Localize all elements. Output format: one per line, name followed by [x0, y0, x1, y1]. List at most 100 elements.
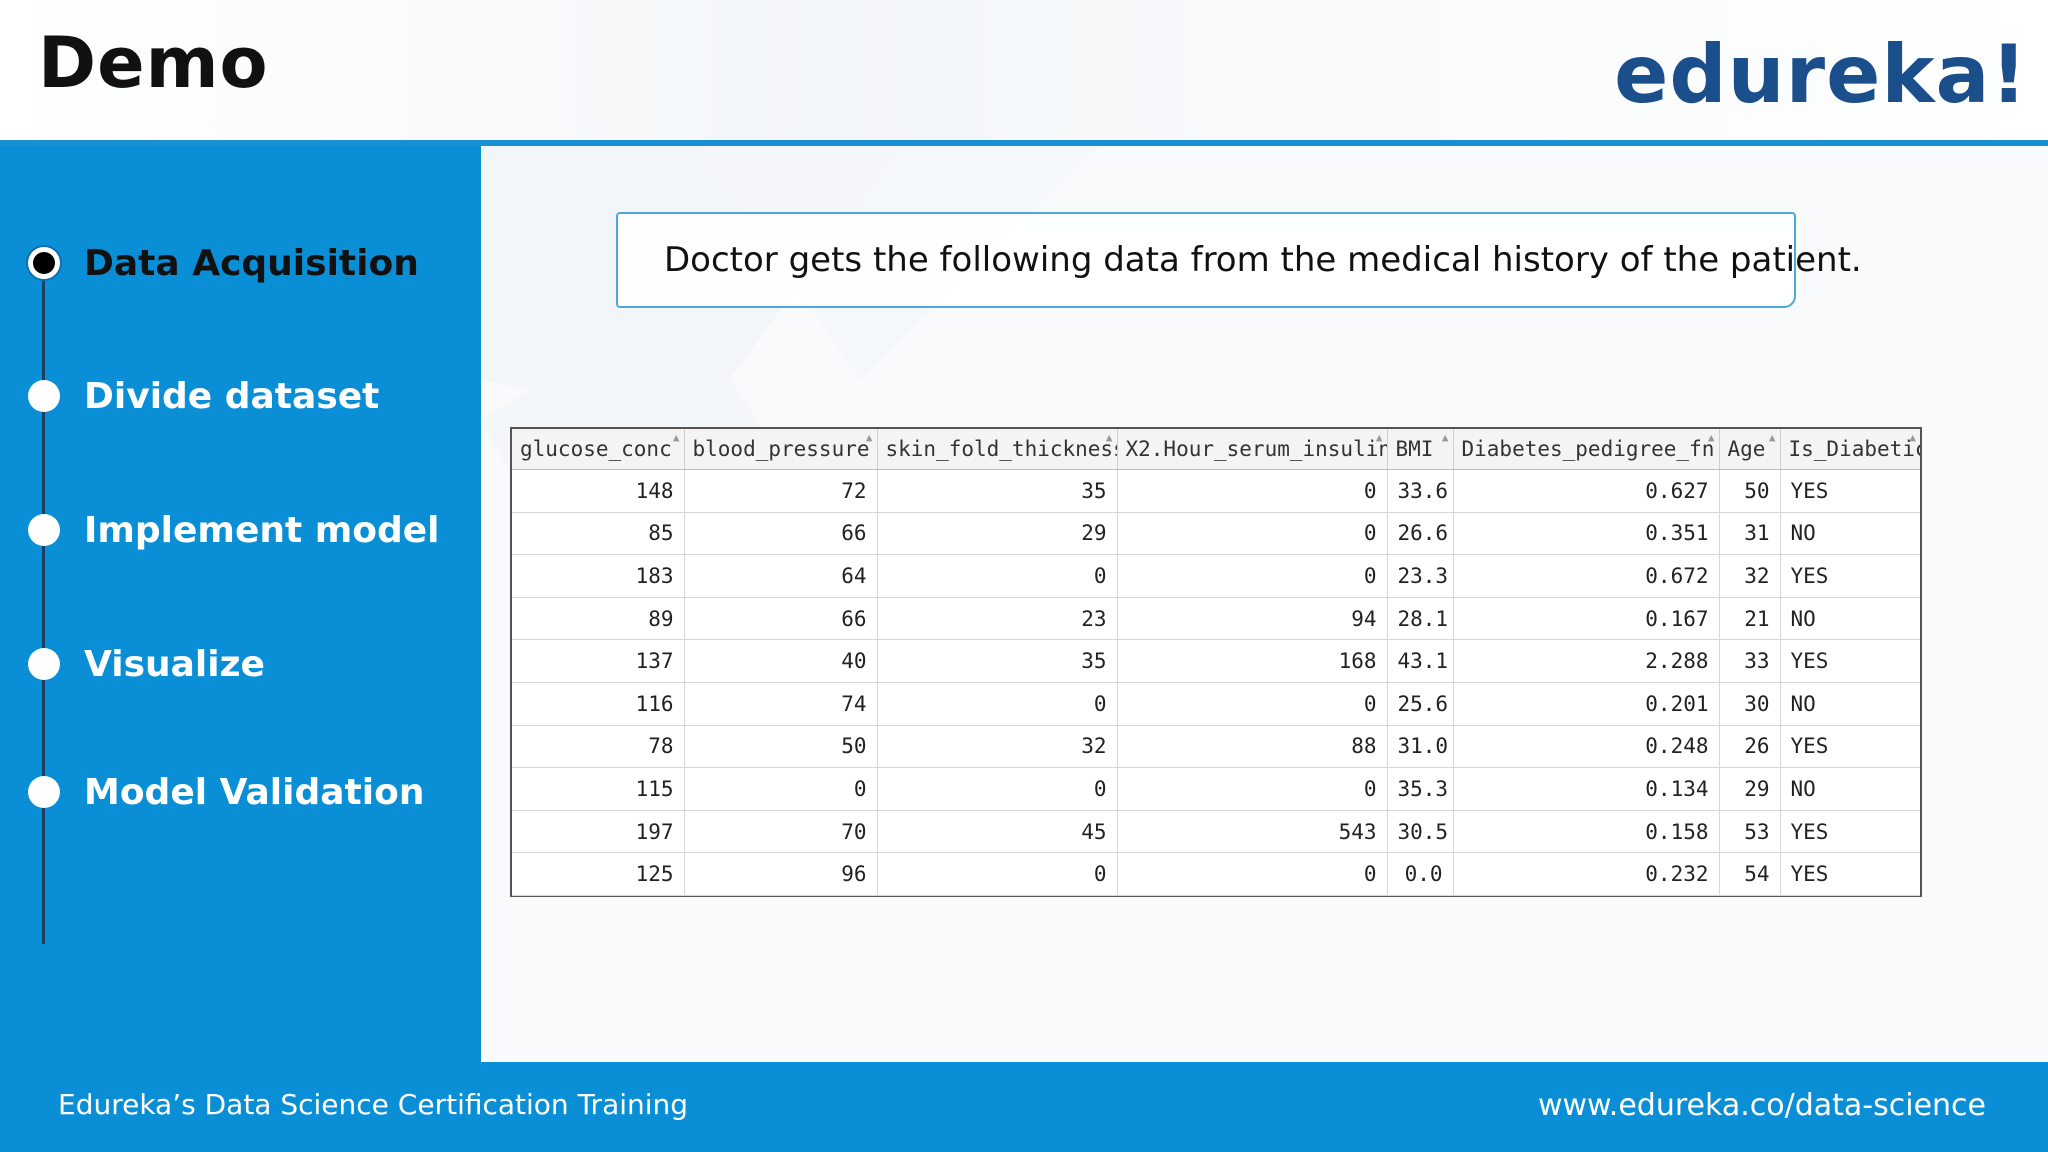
- table-cell: 0.248: [1453, 725, 1720, 769]
- slide-footer: Edureka’s Data Science Certification Tra…: [0, 1062, 2048, 1152]
- table-cell: 32: [1719, 554, 1781, 598]
- table-cell: YES: [1780, 725, 1920, 769]
- table-cell: 96: [684, 852, 878, 896]
- table-cell: 40: [684, 639, 878, 683]
- step-label: Divide dataset: [84, 375, 380, 417]
- table-cell: YES: [1780, 852, 1920, 896]
- table-cell: 30.5: [1387, 810, 1454, 854]
- table-cell: 29: [877, 512, 1118, 556]
- sort-arrow-icon[interactable]: ▲: [1441, 431, 1449, 444]
- table-cell: 0: [1117, 554, 1388, 598]
- step-implement-model: Implement model: [28, 500, 440, 560]
- column-header-label: blood_pressure: [692, 437, 870, 461]
- column-header[interactable]: Diabetes_pedigree_fn ▲: [1453, 429, 1720, 470]
- column-header-label: Is_Diabetic: [1788, 437, 1921, 461]
- table-cell: 66: [684, 512, 878, 556]
- table-cell: 0.351: [1453, 512, 1720, 556]
- table-row: 183 64 0 0 23.3 0.672 32 YES: [512, 554, 1920, 598]
- table-cell: 0: [877, 682, 1118, 726]
- column-header[interactable]: skin_fold_thickness ▲: [877, 429, 1118, 470]
- table-cell: 125: [512, 852, 685, 896]
- step-dot-icon: [28, 514, 60, 546]
- page-title: Demo: [38, 22, 269, 104]
- column-header[interactable]: Is_Diabetic ▲: [1780, 429, 1920, 470]
- table-cell: 0.201: [1453, 682, 1720, 726]
- data-table-container: glucose_conc ▲ blood_pressure ▲ skin_fold_th…: [510, 427, 1922, 897]
- column-header[interactable]: X2.Hour_serum_insulin ▲: [1117, 429, 1388, 470]
- table-cell: 35: [877, 469, 1118, 513]
- table-cell: 0: [1117, 469, 1388, 513]
- column-header-label: BMI: [1395, 437, 1434, 461]
- table-cell: 35.3: [1387, 767, 1454, 811]
- table-cell: 50: [684, 725, 878, 769]
- table-cell: 32: [877, 725, 1118, 769]
- table-row: 148 72 35 0 33.6 0.627 50 YES: [512, 469, 1920, 513]
- table-cell: 25.6: [1387, 682, 1454, 726]
- table-cell: 0: [877, 554, 1118, 598]
- table-cell: 31.0: [1387, 725, 1454, 769]
- table-cell: 23: [877, 597, 1118, 641]
- table-cell: 43.1: [1387, 639, 1454, 683]
- column-header[interactable]: glucose_conc ▲: [512, 429, 685, 470]
- table-header-row: glucose_conc ▲ blood_pressure ▲ skin_fold_th…: [512, 429, 1920, 470]
- table-cell: 543: [1117, 810, 1388, 854]
- step-model-validation: Model Validation: [28, 762, 424, 822]
- table-cell: 53: [1719, 810, 1781, 854]
- table-cell: 0: [1117, 682, 1388, 726]
- table-cell: 33.6: [1387, 469, 1454, 513]
- table-cell: 0: [1117, 512, 1388, 556]
- step-divide-dataset: Divide dataset: [28, 366, 379, 426]
- step-dot-icon: [28, 648, 60, 680]
- table-cell: 0.167: [1453, 597, 1720, 641]
- column-header-label: Diabetes_pedigree_fn: [1461, 437, 1715, 461]
- course-title: Edureka’s Data Science Certification Tra…: [58, 1088, 689, 1121]
- table-cell: 31: [1719, 512, 1781, 556]
- table-cell: 64: [684, 554, 878, 598]
- sort-arrow-icon[interactable]: ▲: [672, 431, 680, 444]
- table-cell: 28.1: [1387, 597, 1454, 641]
- table-cell: 148: [512, 469, 685, 513]
- active-step-dot-icon: [28, 247, 60, 279]
- sort-arrow-icon[interactable]: ▲: [1105, 431, 1113, 444]
- table-cell: 45: [877, 810, 1118, 854]
- step-dot-icon: [28, 776, 60, 808]
- step-label: Data Acquisition: [84, 242, 419, 284]
- table-cell: YES: [1780, 469, 1920, 513]
- table-cell: 0.232: [1453, 852, 1720, 896]
- table-cell: 26: [1719, 725, 1781, 769]
- table-cell: 50: [1719, 469, 1781, 513]
- sort-arrow-icon[interactable]: ▲: [1375, 431, 1383, 444]
- sort-arrow-icon[interactable]: ▲: [1707, 431, 1715, 444]
- table-row: 197 70 45 543 30.5 0.158 53 YES: [512, 810, 1920, 854]
- table-cell: 78: [512, 725, 685, 769]
- table-cell: 89: [512, 597, 685, 641]
- step-data-acquisition: Data Acquisition: [28, 233, 419, 293]
- table-cell: 0: [877, 852, 1118, 896]
- slide-header: Demo edureka!: [0, 0, 2048, 140]
- table-cell: 197: [512, 810, 685, 854]
- step-dot-icon: [28, 380, 60, 412]
- column-header[interactable]: BMI ▲: [1387, 429, 1454, 470]
- table-cell: YES: [1780, 554, 1920, 598]
- table-cell: 0.672: [1453, 554, 1720, 598]
- table-cell: 137: [512, 639, 685, 683]
- step-label: Visualize: [84, 643, 265, 685]
- table-cell: 0: [684, 767, 878, 811]
- sort-arrow-icon[interactable]: ▲: [1909, 431, 1916, 444]
- edureka-logo: edureka!: [1614, 28, 2028, 121]
- table-row: 115 0 0 0 35.3 0.134 29 NO: [512, 767, 1920, 811]
- table-cell: 23.3: [1387, 554, 1454, 598]
- table-row: 85 66 29 0 26.6 0.351 31 NO: [512, 512, 1920, 556]
- column-header[interactable]: Age ▲: [1719, 429, 1781, 470]
- table-row: 78 50 32 88 31.0 0.248 26 YES: [512, 725, 1920, 769]
- sort-arrow-icon[interactable]: ▲: [1768, 431, 1776, 444]
- table-row: 125 96 0 0 0.0 0.232 54 YES: [512, 852, 1920, 896]
- table-cell: 0.0: [1387, 852, 1454, 896]
- table-cell: NO: [1780, 512, 1920, 556]
- table-cell: 0: [1117, 767, 1388, 811]
- table-cell: 168: [1117, 639, 1388, 683]
- column-header[interactable]: blood_pressure ▲: [684, 429, 878, 470]
- sort-arrow-icon[interactable]: ▲: [865, 431, 873, 444]
- sidebar: Data Acquisition Divide dataset Implemen…: [0, 146, 481, 1062]
- table-cell: 115: [512, 767, 685, 811]
